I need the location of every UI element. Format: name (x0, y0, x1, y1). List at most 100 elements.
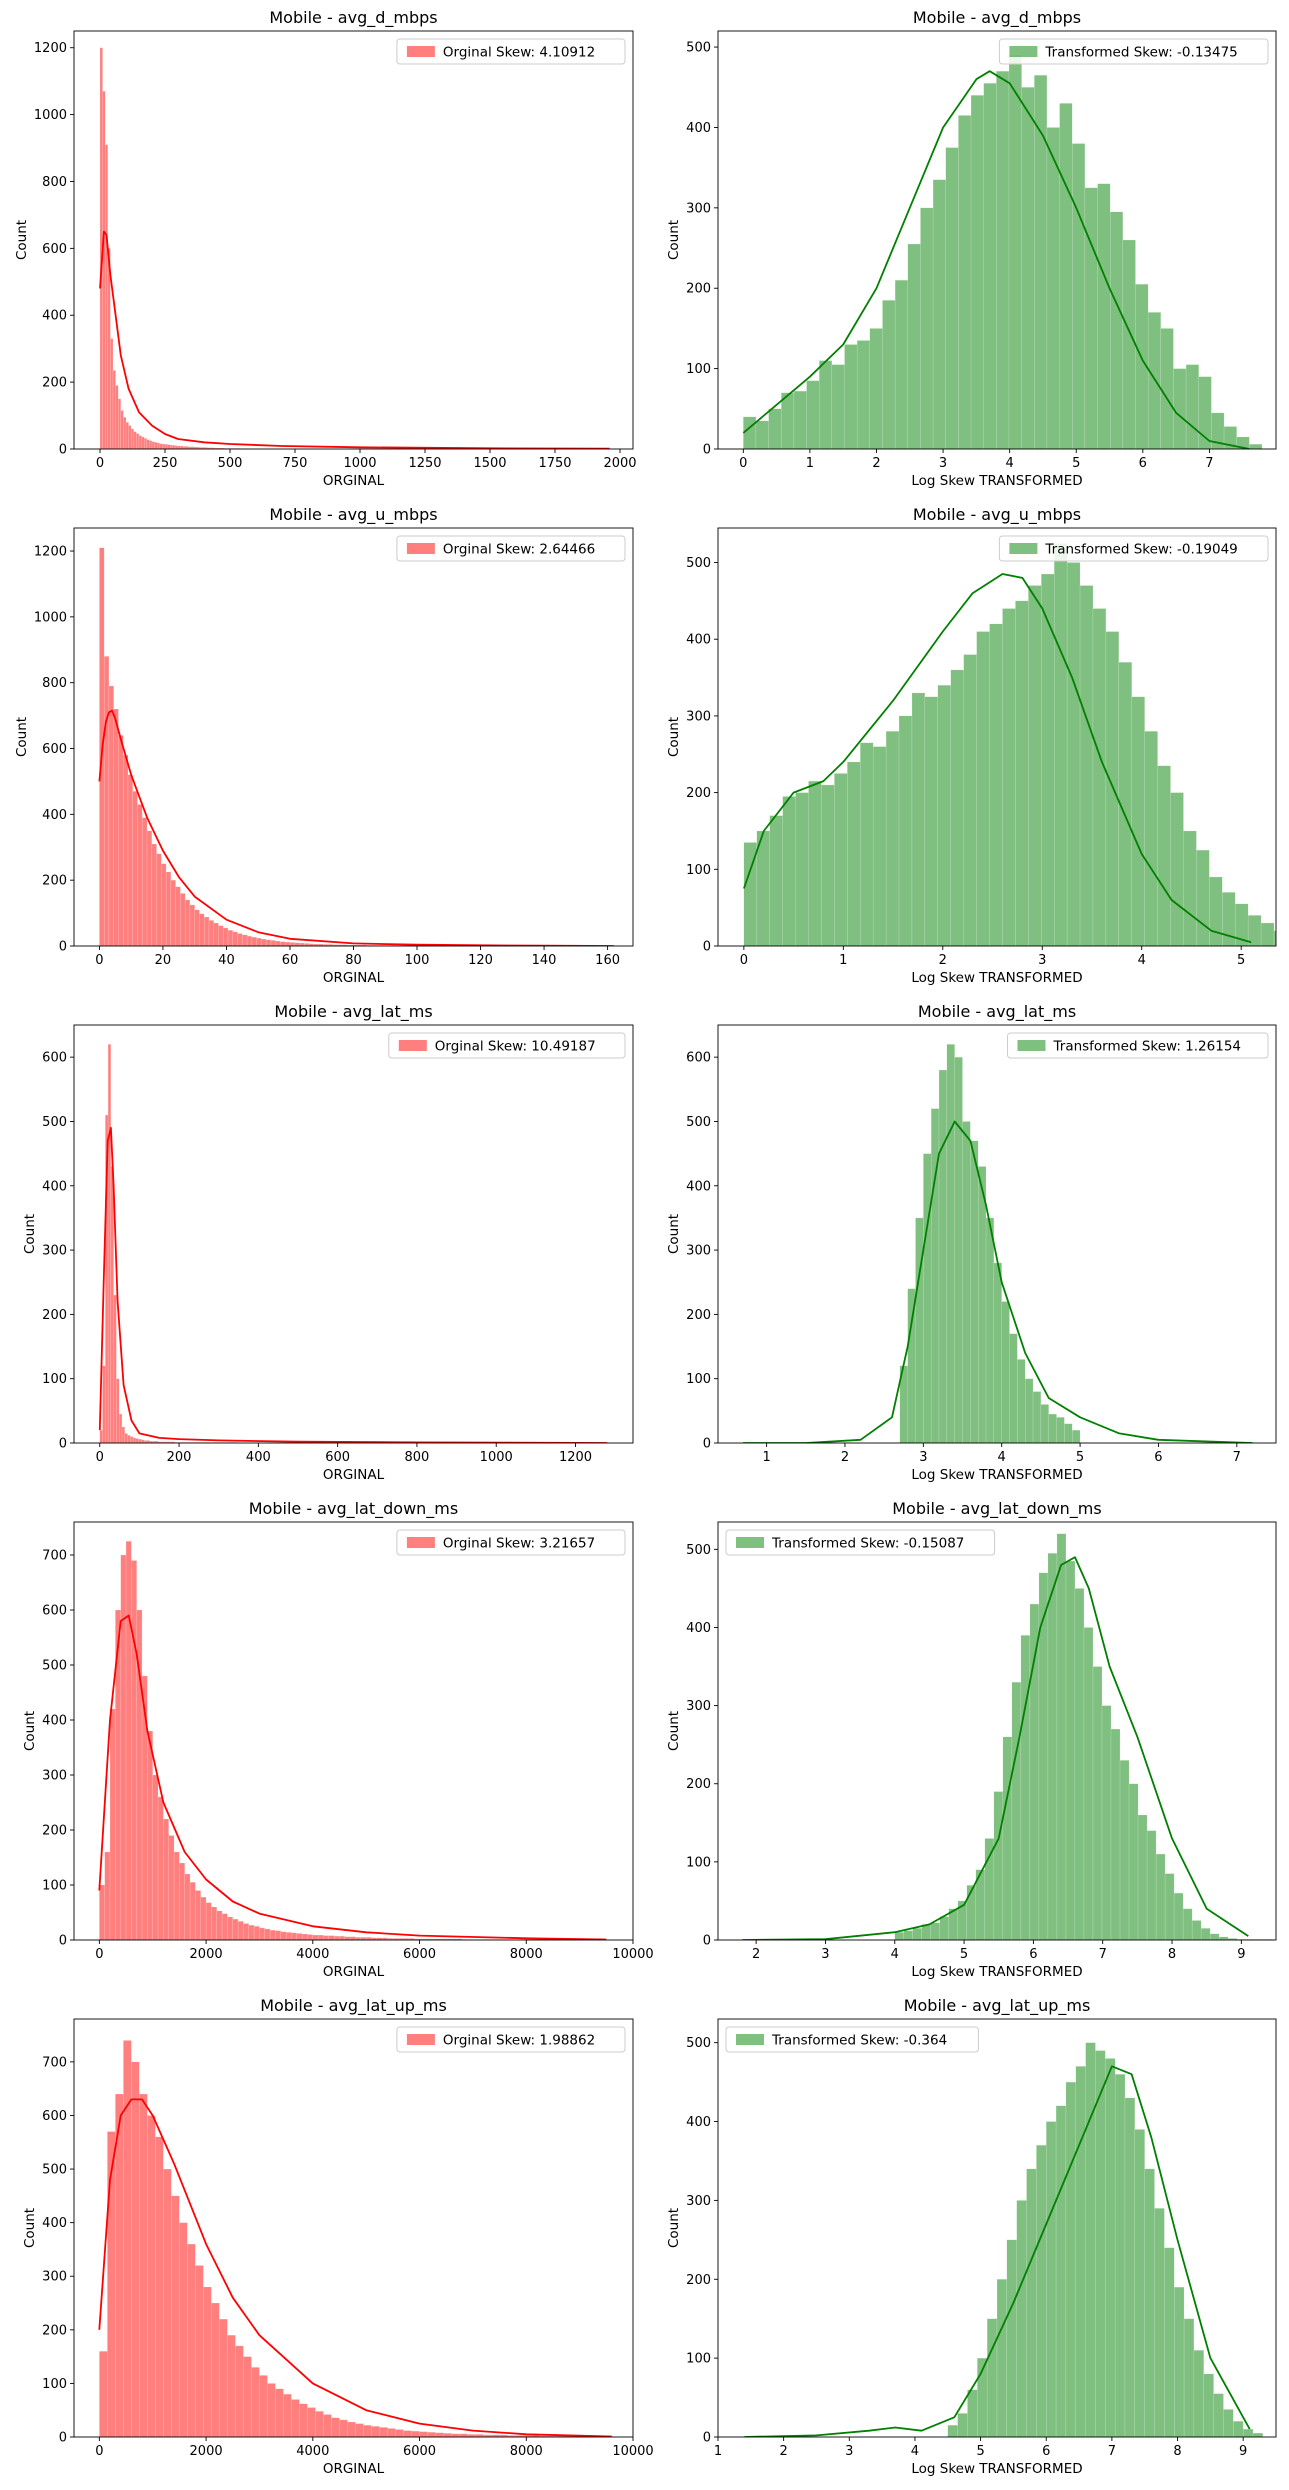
x-tick-label: 7 (1205, 456, 1213, 471)
histogram-bar (1154, 2208, 1165, 2437)
y-tick-label: 300 (42, 2270, 67, 2285)
histogram-bar (996, 2279, 1008, 2437)
histogram-bar (147, 1730, 153, 1940)
histogram-bar (323, 2414, 332, 2437)
histogram-bar (1119, 1760, 1130, 1940)
kde-line (98, 1127, 608, 1443)
histogram-bar (243, 1923, 249, 1940)
histogram-bar (1233, 2421, 1244, 2437)
y-tick-label: 400 (686, 2115, 711, 2130)
histogram-bar (227, 1916, 233, 1940)
histogram-bar (930, 1922, 941, 1940)
histogram-bar (251, 2367, 260, 2437)
histogram-bar (1025, 1378, 1034, 1443)
chart-panel-5: 0 200 400 600 800 1000 1200 0 100 200 300 400 500 600… (22, 1002, 634, 1483)
x-axis-label: ORGINAL (323, 1964, 385, 1980)
legend-box (396, 1529, 626, 1556)
histogram-bar (120, 410, 124, 449)
kde-line (743, 573, 1252, 944)
y-tick-label: 100 (686, 1855, 711, 1870)
histogram-bar (253, 1926, 260, 1940)
histogram-bar (170, 879, 176, 946)
x-tick-label: 0 (95, 1947, 103, 1962)
histogram-bar (1046, 2121, 1057, 2437)
histogram-bar (135, 1438, 139, 1443)
histogram-bar (157, 1796, 164, 1940)
x-tick-label: 8000 (510, 2444, 543, 2459)
y-tick-label: 0 (703, 940, 711, 955)
x-tick-label: 7 (1233, 1450, 1241, 1465)
histogram-bar (164, 444, 168, 449)
histogram-bar (163, 1818, 169, 1940)
histogram-bar (285, 1932, 292, 1940)
y-tick-label: 400 (686, 1179, 711, 1194)
histogram-bar (108, 685, 114, 946)
histogram-bar (403, 2430, 412, 2437)
histogram-bar (195, 2265, 204, 2437)
x-tick-label: 20 (155, 953, 172, 968)
histogram-bar (187, 2243, 196, 2437)
x-tick-label: 4 (891, 1947, 899, 1962)
y-tick-label: 200 (686, 1777, 711, 1792)
histogram-bar (218, 925, 224, 946)
x-tick-label: 7 (1108, 2444, 1116, 2459)
histogram-bar (1009, 1333, 1018, 1443)
legend-label: Transformed Skew: -0.364 (771, 2033, 947, 2049)
y-tick-label: 200 (42, 2323, 67, 2338)
y-tick-label: 0 (59, 1934, 67, 1949)
histogram-bar (1001, 1301, 1010, 1443)
histogram-bar (280, 941, 286, 946)
histogram-bar (172, 445, 176, 449)
histogram-bar (194, 909, 200, 946)
y-axis-label: Count (666, 717, 682, 757)
histogram-bar (291, 2399, 300, 2437)
histogram-bar (1008, 54, 1022, 449)
x-tick-label: 1000 (343, 456, 376, 471)
y-tick-label: 0 (59, 1437, 67, 1452)
y-tick-label: 300 (686, 1244, 711, 1259)
x-tick-label: 750 (283, 456, 308, 471)
histogram-bar (344, 1936, 351, 1940)
histogram-bar (237, 1921, 244, 1940)
histogram-bar (232, 931, 238, 946)
y-tick-label: 600 (42, 1604, 67, 1619)
histogram-bar (213, 922, 219, 946)
histogram-bar (976, 631, 990, 946)
histogram-bar (869, 328, 883, 449)
x-tick-label: 5 (1076, 1450, 1084, 1465)
kde-line (99, 230, 610, 449)
histogram-bar (162, 443, 166, 449)
histogram-bar (216, 1910, 223, 1940)
x-tick-label: 1200 (559, 1450, 592, 1465)
histogram-bar (243, 2356, 252, 2437)
histogram-bar (793, 390, 807, 449)
y-tick-label: 100 (686, 362, 711, 377)
histogram-bar (246, 935, 253, 946)
histogram-bar (120, 1554, 127, 1940)
plot-area (744, 2042, 1264, 2437)
x-tick-label: 120 (468, 953, 493, 968)
x-axis-label: ORGINAL (323, 473, 385, 489)
x-tick-label: 0 (740, 953, 748, 968)
y-tick-label: 400 (686, 121, 711, 136)
histogram-bar (1203, 2373, 1214, 2437)
histogram-bar (127, 1435, 131, 1443)
histogram-bar (1124, 2097, 1136, 2437)
axes-frame (73, 1521, 634, 1941)
histogram-bar (1170, 792, 1184, 946)
x-tick-label: 80 (345, 953, 362, 968)
histogram-bar (967, 2389, 978, 2437)
legend-label: Orginal Skew: 1.98862 (443, 2033, 595, 2049)
histogram-bar (1213, 2393, 1224, 2437)
legend-swatch (406, 543, 435, 554)
histogram-bar (204, 916, 210, 946)
histogram-bar (251, 936, 257, 946)
histogram-bar (1185, 364, 1199, 449)
histogram-bar (227, 2334, 236, 2437)
x-tick-label: 800 (405, 1450, 430, 1465)
x-tick-label: 3 (821, 1947, 829, 1962)
histogram-bar (147, 2115, 156, 2437)
x-tick-label: 100 (405, 953, 430, 968)
histogram-bar (189, 1882, 196, 1940)
